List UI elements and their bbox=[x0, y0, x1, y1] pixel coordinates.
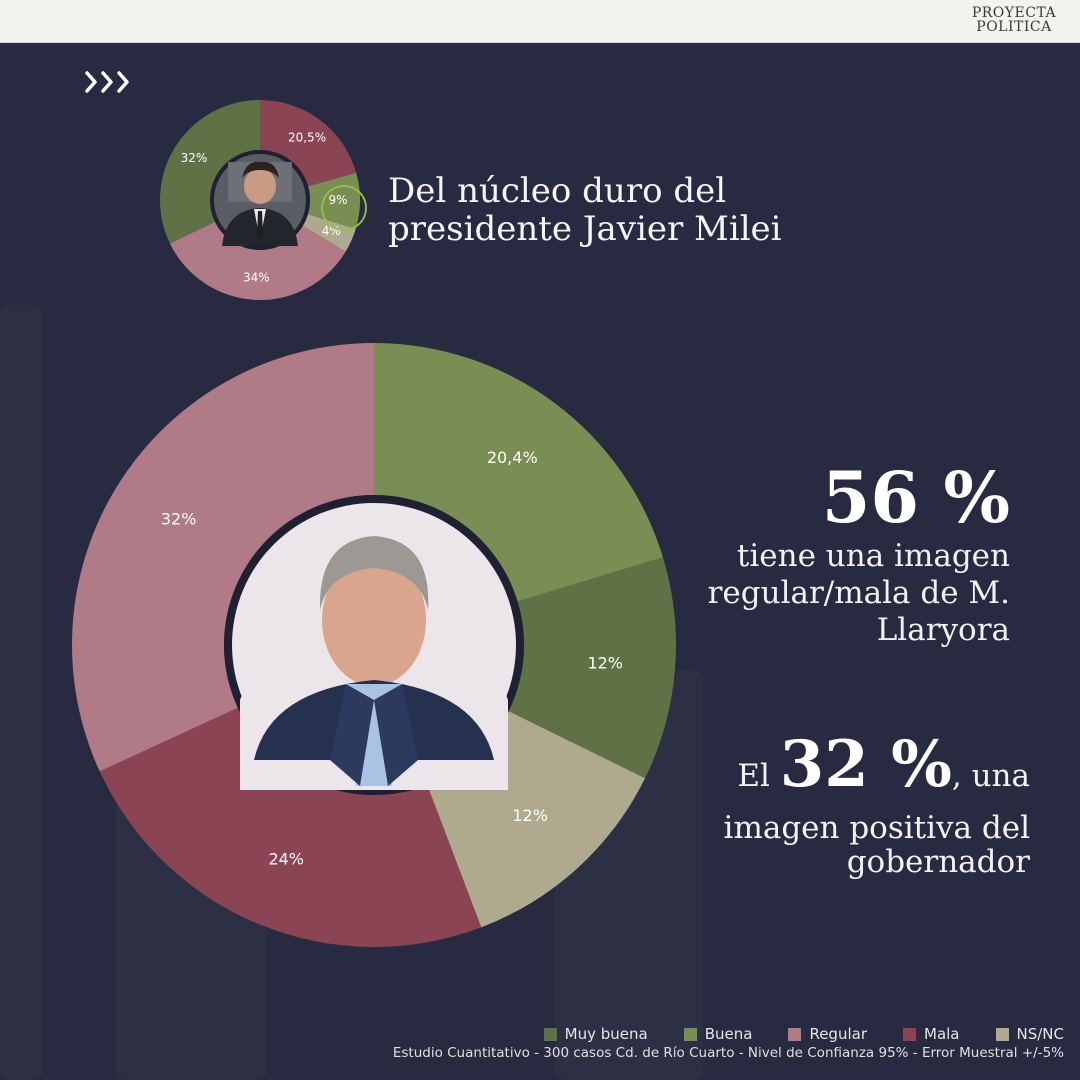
small-slice-label-1: 9% bbox=[328, 193, 347, 207]
legend-label: Regular bbox=[809, 1025, 867, 1043]
main-slice-label-3: 24% bbox=[268, 849, 304, 868]
legend-item-buena: Buena bbox=[683, 1025, 753, 1043]
small-slice-0 bbox=[260, 100, 357, 187]
legend-swatch bbox=[683, 1027, 697, 1041]
stat2-description: imagen positiva del gobernador bbox=[590, 811, 1030, 879]
mini-chart-title: Del núcleo duro del presidente Javier Mi… bbox=[388, 172, 888, 248]
small-slice-label-0: 20,5% bbox=[288, 130, 326, 144]
stat2-headline: El 32 %, una bbox=[590, 730, 1030, 811]
main-slice-0 bbox=[374, 343, 664, 602]
top-bar: PROYECTA POLITICA bbox=[0, 0, 1080, 43]
main-slice-label-1: 12% bbox=[587, 653, 623, 672]
small-slice-4 bbox=[160, 100, 260, 244]
legend-swatch bbox=[995, 1027, 1009, 1041]
brand-line-1: PROYECTA bbox=[971, 5, 1057, 21]
legend-item-nsnc: NS/NC bbox=[995, 1025, 1065, 1043]
brand-logo: PROYECTA POLITICA bbox=[964, 6, 1064, 34]
milei-photo bbox=[210, 150, 310, 250]
stat1-description: tiene una imagen regular/mala de M. Llar… bbox=[590, 538, 1010, 649]
stat-value-32: 32 % bbox=[779, 727, 952, 802]
main-slice-label-2: 12% bbox=[512, 806, 548, 825]
small-slice-label-3: 34% bbox=[243, 270, 270, 284]
llaryora-photo bbox=[224, 495, 524, 795]
main-slice-1 bbox=[508, 557, 677, 779]
stat1-line-2: regular/mala de M. bbox=[707, 575, 1010, 611]
legend-label: Buena bbox=[704, 1025, 753, 1043]
stat2-line-2: imagen positiva del bbox=[723, 810, 1030, 846]
small-slice-2 bbox=[302, 214, 356, 252]
stat1-line-1: tiene una imagen bbox=[736, 538, 1010, 574]
legend-label: NS/NC bbox=[1016, 1025, 1065, 1043]
stat2-line-3: gobernador bbox=[846, 844, 1030, 880]
mini-title-line-2: presidente Javier Milei bbox=[388, 209, 782, 249]
mini-title-line-1: Del núcleo duro del bbox=[388, 171, 727, 211]
stat-positive: El 32 %, una imagen positiva del goberna… bbox=[590, 730, 1030, 880]
legend-item-muy-buena: Muy buena bbox=[543, 1025, 648, 1043]
legend: Muy buena Buena Regular Mala NS/NC bbox=[543, 1025, 1065, 1043]
legend-swatch bbox=[788, 1027, 802, 1041]
triple-chevron-right-icon bbox=[85, 71, 129, 93]
main-slice-4 bbox=[72, 343, 374, 772]
brand-line-2: POLITICA bbox=[976, 19, 1052, 35]
small-slice-3 bbox=[169, 221, 346, 300]
study-footnote: Estudio Cuantitativo - 300 casos Cd. de … bbox=[392, 1045, 1064, 1061]
legend-label: Muy buena bbox=[564, 1025, 648, 1043]
main-slice-3 bbox=[99, 707, 482, 948]
main-slice-label-4: 32% bbox=[161, 509, 197, 528]
stat1-line-3: Llaryora bbox=[876, 612, 1010, 648]
milei-donut-chart: 20,5%9%4%34%32% bbox=[160, 100, 367, 300]
highlight-ring bbox=[321, 185, 367, 231]
legend-label: Mala bbox=[924, 1025, 960, 1043]
legend-swatch bbox=[903, 1027, 916, 1041]
stat2-prefix: El bbox=[737, 758, 770, 794]
legend-item-mala: Mala bbox=[903, 1025, 960, 1043]
legend-item-regular: Regular bbox=[788, 1025, 867, 1043]
legend-swatch bbox=[543, 1027, 557, 1041]
small-slice-label-4: 32% bbox=[181, 151, 208, 165]
stat-value-56: 56 % bbox=[821, 456, 1010, 539]
stat2-suffix: , una bbox=[951, 758, 1030, 794]
main-slice-label-0: 20,4% bbox=[487, 448, 538, 467]
stat-regular-mala: 56 % tiene una imagen regular/mala de M.… bbox=[590, 458, 1010, 649]
